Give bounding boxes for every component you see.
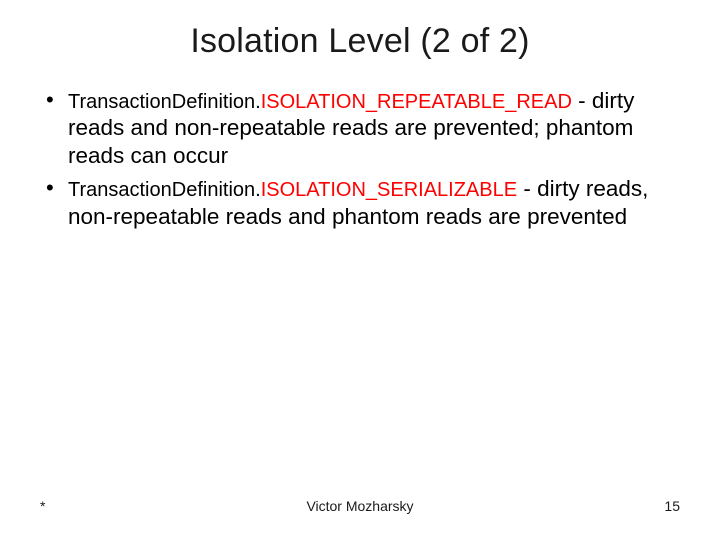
code-constant: ISOLATION_SERIALIZABLE: [261, 179, 517, 201]
slide-footer: * Victor Mozharsky 15: [0, 498, 720, 514]
code-prefix: TransactionDefinition.: [68, 179, 261, 201]
slide: Isolation Level (2 of 2) TransactionDefi…: [0, 0, 720, 540]
code-prefix: TransactionDefinition.: [68, 91, 261, 113]
footer-page-number: 15: [467, 498, 680, 514]
bullet-list: TransactionDefinition.ISOLATION_REPEATAB…: [38, 87, 682, 230]
code-constant: ISOLATION_REPEATABLE_READ: [261, 91, 572, 113]
footer-author: Victor Mozharsky: [253, 498, 466, 514]
footer-left: *: [40, 498, 253, 514]
slide-title: Isolation Level (2 of 2): [38, 22, 682, 61]
bullet-item: TransactionDefinition.ISOLATION_REPEATAB…: [46, 87, 682, 169]
bullet-item: TransactionDefinition.ISOLATION_SERIALIZ…: [46, 175, 682, 230]
